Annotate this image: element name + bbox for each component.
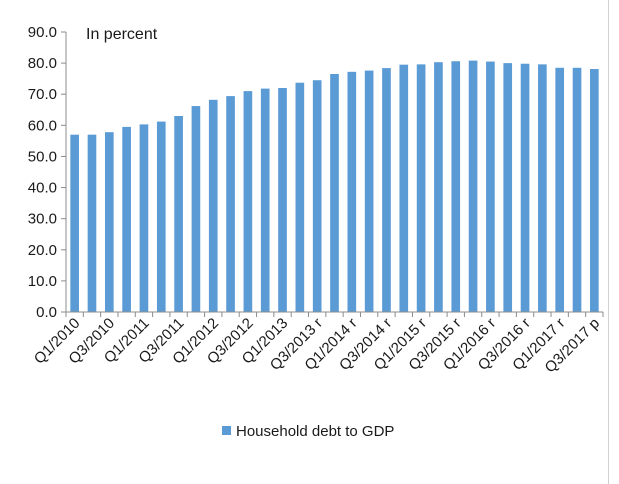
bar: [243, 91, 253, 312]
bar: [503, 63, 513, 312]
bar: [174, 116, 183, 312]
y-tick-label: 20.0: [28, 242, 57, 259]
bar: [538, 64, 547, 312]
y-tick-label: 50.0: [28, 148, 57, 165]
bars: [70, 60, 599, 313]
y-tick-label: 70.0: [28, 86, 57, 103]
bar: [520, 63, 530, 313]
bar: [416, 64, 426, 312]
bar: [382, 68, 391, 312]
bar: [278, 88, 287, 312]
legend: Household debt to GDP: [222, 423, 394, 440]
y-tick-label: 0.0: [36, 304, 57, 321]
bar: [295, 82, 305, 313]
y-tick-label: 40.0: [28, 180, 57, 197]
bar: [434, 62, 443, 313]
y-tick-label: 30.0: [28, 211, 57, 228]
bar: [139, 124, 149, 313]
bar: [347, 71, 357, 312]
bar: [104, 132, 114, 312]
bar: [312, 80, 322, 312]
bar: [555, 67, 565, 312]
bar: [122, 126, 131, 312]
bar: [70, 134, 79, 312]
y-axis: 0.0 10.0 20.0 30.0 40.0 50.0 60.0 70.0 80.0 90.0: [28, 24, 67, 321]
bar: [468, 60, 478, 313]
bar: [226, 96, 235, 312]
bar: [451, 61, 461, 312]
y-tick-label: 90.0: [28, 24, 57, 41]
bar: [572, 67, 582, 312]
bar: [87, 134, 97, 312]
y-tick-label: 60.0: [28, 117, 57, 134]
y-tick-label: 10.0: [28, 273, 57, 290]
y-tick-label: 80.0: [28, 55, 57, 72]
legend-label: Household debt to GDP: [236, 423, 394, 440]
legend-swatch: [222, 426, 231, 435]
bar: [486, 61, 495, 313]
bar: [399, 64, 409, 312]
x-axis: Q1/2010Q3/2010Q1/2011Q3/2011Q1/2012Q3/20…: [31, 311, 604, 376]
bar: [330, 74, 339, 312]
bar: [208, 99, 218, 312]
unit-label: In percent: [86, 26, 158, 43]
bar: [364, 70, 374, 312]
bar: [156, 121, 166, 312]
bar: [260, 88, 270, 313]
bar: [191, 106, 201, 312]
bar: [590, 69, 599, 313]
